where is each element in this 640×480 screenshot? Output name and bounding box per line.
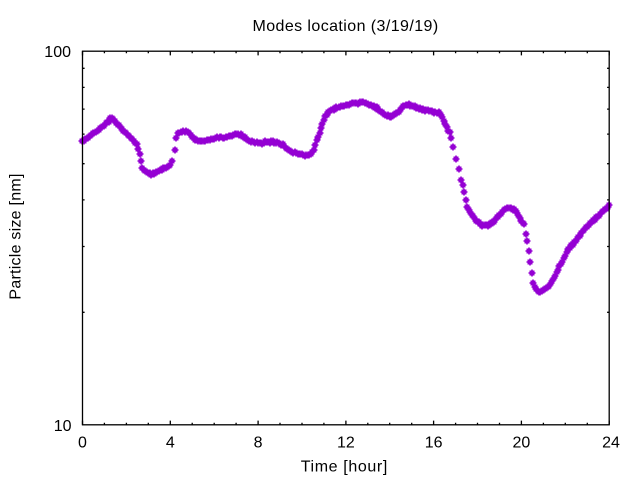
svg-text:0: 0: [78, 435, 87, 452]
svg-text:Time [hour]: Time [hour]: [301, 459, 388, 476]
svg-text:Particle size [nm]: Particle size [nm]: [8, 174, 25, 300]
svg-text:4: 4: [166, 435, 175, 452]
svg-text:100: 100: [44, 44, 71, 61]
svg-text:12: 12: [337, 435, 355, 452]
svg-text:16: 16: [425, 435, 443, 452]
svg-text:Modes location (3/19/19): Modes location (3/19/19): [252, 18, 438, 35]
svg-text:24: 24: [602, 435, 620, 452]
svg-text:10: 10: [54, 418, 72, 435]
svg-text:20: 20: [513, 435, 531, 452]
svg-text:8: 8: [254, 435, 263, 452]
